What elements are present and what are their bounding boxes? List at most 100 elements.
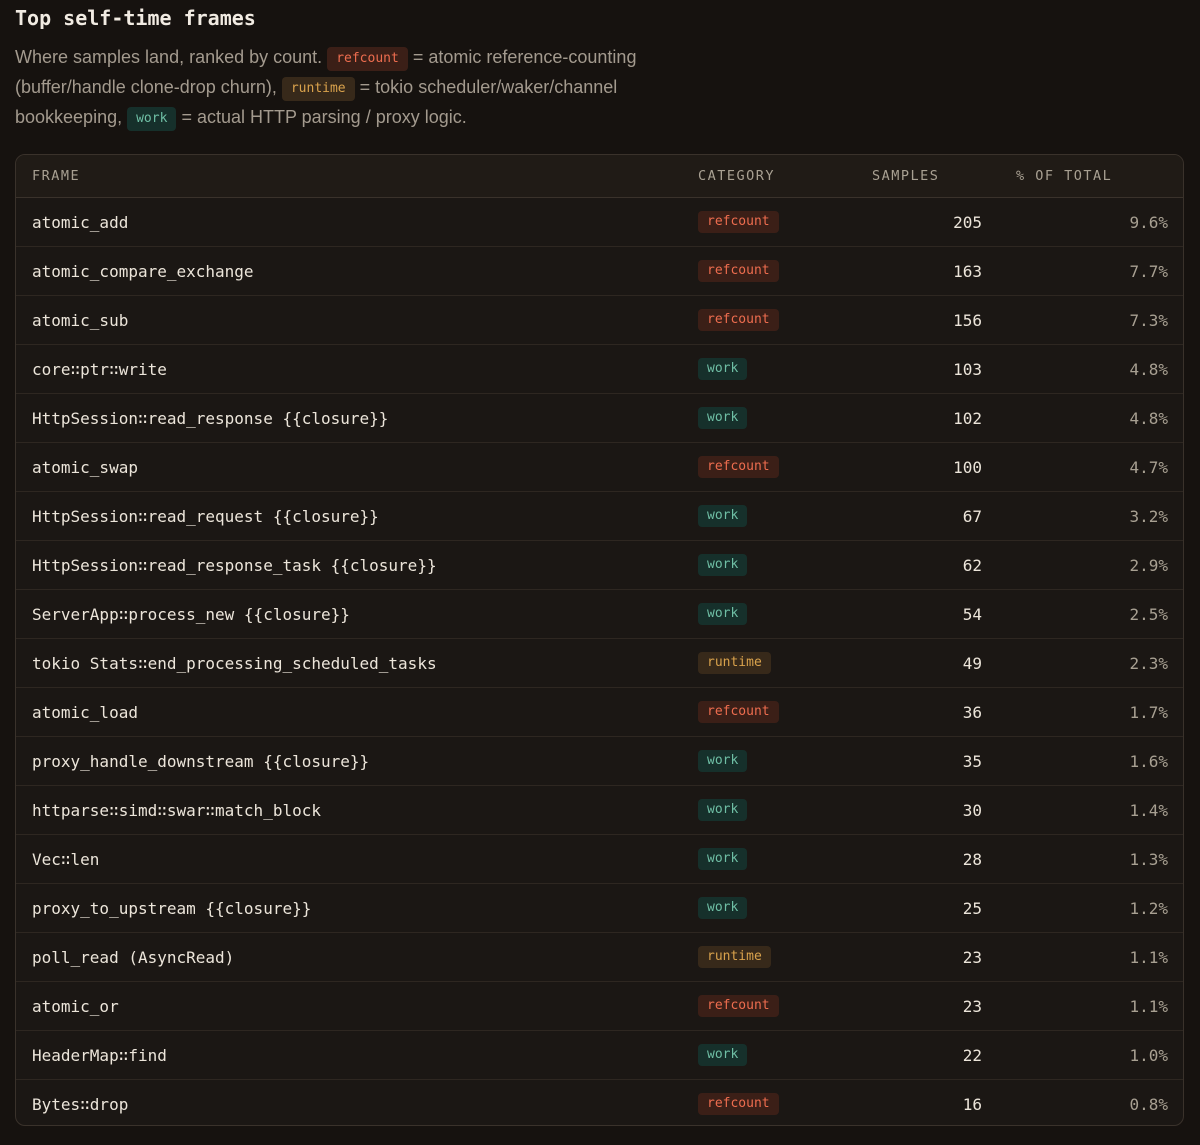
category-badge: refcount [698, 1093, 779, 1115]
cell-samples: 22 [962, 1046, 982, 1065]
cell-category: refcount [698, 995, 779, 1017]
table-row: atomic_load refcount 36 1.7% [16, 688, 1183, 737]
cell-category: work [698, 897, 748, 919]
cell-pct-of-total: 1.6% [1129, 752, 1168, 771]
table-row: atomic_or refcount 23 1.1% [16, 982, 1183, 1031]
category-badge: work [698, 1044, 748, 1066]
category-badge: work [698, 554, 748, 576]
header-frame[interactable]: FRAME [32, 168, 81, 184]
cell-frame: proxy_to_upstream {{closure}} [32, 899, 312, 918]
header-category[interactable]: CATEGORY [698, 168, 776, 184]
cell-frame: HeaderMap∷find [32, 1046, 167, 1065]
cell-samples: 35 [962, 752, 982, 771]
table-row: HttpSession∷read_response_task {{closure… [16, 541, 1183, 590]
table-row: HttpSession∷read_response {{closure}} wor… [16, 394, 1183, 443]
category-badge: work [698, 407, 748, 429]
cell-samples: 205 [953, 213, 982, 232]
cell-category: work [698, 603, 748, 625]
cell-pct-of-total: 9.6% [1129, 213, 1168, 232]
cell-samples: 54 [962, 605, 982, 624]
category-badge: runtime [698, 946, 771, 968]
cell-samples: 25 [962, 899, 982, 918]
category-badge: work [698, 750, 748, 772]
header-pct-of-total[interactable]: % OF TOTAL [1016, 168, 1113, 184]
table-row: proxy_handle_downstream {{closure}} work 3… [16, 737, 1183, 786]
cell-category: work [698, 505, 748, 527]
cell-category: work [698, 799, 748, 821]
description-text-2: = atomic reference-counting (buffer/hand… [15, 47, 637, 97]
cell-category: refcount [698, 260, 779, 282]
description-text-4: = actual HTTP parsing / proxy logic. [181, 107, 467, 127]
cell-category: work [698, 407, 748, 429]
legend-chip-runtime: runtime [281, 77, 355, 101]
table-header: FRAME CATEGORY SAMPLES % OF TOTAL [16, 155, 1183, 198]
legend-chip-work: work [127, 107, 177, 131]
category-badge: work [698, 358, 748, 380]
header-samples[interactable]: SAMPLES [872, 168, 940, 184]
table-row: atomic_add refcount 205 9.6% [16, 198, 1183, 247]
cell-samples: 36 [962, 703, 982, 722]
cell-pct-of-total: 4.8% [1129, 360, 1168, 379]
category-badge: refcount [698, 260, 779, 282]
cell-pct-of-total: 4.7% [1129, 458, 1168, 477]
cell-category: work [698, 554, 748, 576]
category-badge: refcount [698, 211, 779, 233]
table-row: proxy_to_upstream {{closure}} work 25 1.2% [16, 884, 1183, 933]
cell-frame: HttpSession∷read_request {{closure}} [32, 507, 379, 526]
cell-samples: 67 [962, 507, 982, 526]
cell-pct-of-total: 1.2% [1129, 899, 1168, 918]
table-row: Bytes∷drop refcount 16 0.8% [16, 1080, 1183, 1125]
legend-chip-refcount: refcount [327, 47, 408, 71]
cell-samples: 23 [962, 948, 982, 967]
cell-category: work [698, 848, 748, 870]
table-row: tokio Stats∷end_processing_scheduled_tas… [16, 639, 1183, 688]
table-row: atomic_swap refcount 100 4.7% [16, 443, 1183, 492]
page-title: Top self-time frames [15, 6, 256, 30]
cell-pct-of-total: 0.8% [1129, 1095, 1168, 1114]
cell-pct-of-total: 2.3% [1129, 654, 1168, 673]
description: Where samples land, ranked by count. ref… [15, 42, 675, 132]
cell-frame: httparse∷simd∷swar∷match_block [32, 801, 321, 820]
cell-samples: 62 [962, 556, 982, 575]
cell-frame: core∷ptr∷write [32, 360, 167, 379]
cell-pct-of-total: 1.3% [1129, 850, 1168, 869]
cell-samples: 102 [953, 409, 982, 428]
category-badge: work [698, 603, 748, 625]
category-badge: work [698, 799, 748, 821]
description-text-1: Where samples land, ranked by count. [15, 47, 323, 67]
cell-category: work [698, 358, 748, 380]
cell-frame: HttpSession∷read_response_task {{closure… [32, 556, 437, 575]
table-row: core∷ptr∷write work 103 4.8% [16, 345, 1183, 394]
cell-category: runtime [698, 652, 771, 674]
table-row: atomic_sub refcount 156 7.3% [16, 296, 1183, 345]
table-row: poll_read (AsyncRead) runtime 23 1.1% [16, 933, 1183, 982]
table-row: HeaderMap∷find work 22 1.0% [16, 1031, 1183, 1080]
cell-samples: 156 [953, 311, 982, 330]
cell-pct-of-total: 1.4% [1129, 801, 1168, 820]
cell-frame: HttpSession∷read_response {{closure}} [32, 409, 389, 428]
cell-samples: 23 [962, 997, 982, 1016]
cell-samples: 163 [953, 262, 982, 281]
cell-category: runtime [698, 946, 771, 968]
cell-category: work [698, 1044, 748, 1066]
cell-pct-of-total: 4.8% [1129, 409, 1168, 428]
cell-pct-of-total: 1.0% [1129, 1046, 1168, 1065]
cell-pct-of-total: 1.7% [1129, 703, 1168, 722]
cell-samples: 16 [962, 1095, 982, 1114]
table-row: httparse∷simd∷swar∷match_block work 30 1.4% [16, 786, 1183, 835]
cell-frame: atomic_sub [32, 311, 129, 330]
cell-frame: tokio Stats∷end_processing_scheduled_tas… [32, 654, 437, 673]
cell-pct-of-total: 7.7% [1129, 262, 1168, 281]
category-badge: runtime [698, 652, 771, 674]
cell-frame: atomic_load [32, 703, 138, 722]
cell-pct-of-total: 1.1% [1129, 997, 1168, 1016]
cell-samples: 49 [962, 654, 982, 673]
cell-frame: atomic_swap [32, 458, 138, 477]
cell-frame: atomic_or [32, 997, 119, 1016]
cell-pct-of-total: 2.9% [1129, 556, 1168, 575]
table-row: HttpSession∷read_request {{closure}} work… [16, 492, 1183, 541]
cell-pct-of-total: 7.3% [1129, 311, 1168, 330]
cell-samples: 30 [962, 801, 982, 820]
cell-samples: 28 [962, 850, 982, 869]
